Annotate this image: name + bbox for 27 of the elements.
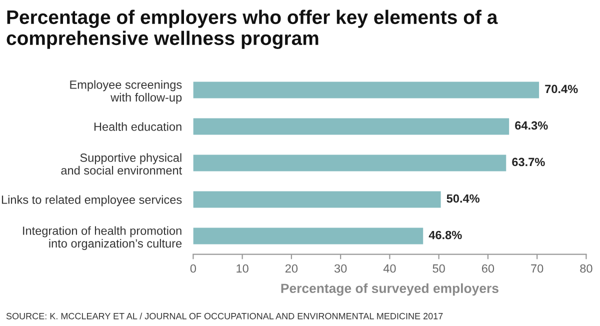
- data-label: 64.3%: [515, 121, 548, 130]
- bar: [193, 118, 510, 135]
- bar: [193, 228, 424, 244]
- x-tick-label: 10: [236, 264, 248, 273]
- data-label: 46.8%: [428, 230, 462, 240]
- y-tick-label: Integration of health promotion into organization’s culture: [23, 226, 182, 250]
- y-tick-label: Health education: [94, 122, 182, 131]
- y-tick-label: Employee screenings with follow-up: [70, 80, 182, 104]
- y-tick-label: Supportive physical and social environment: [61, 153, 182, 175]
- x-tick-label: 20: [285, 264, 298, 273]
- chart-title: Percentage of employers who offer key elements of a comprehensive wellness program: [6, 10, 498, 50]
- source-note: SOURCE: K. MCCLEARY ET AL / JOURNAL OF OCCUPATIONAL AND ENVIRONMENTAL MEDICINE 2017: [6, 312, 443, 320]
- data-label: 63.7%: [512, 158, 545, 166]
- x-tick-label: 60: [482, 264, 494, 273]
- bar: [193, 82, 540, 98]
- x-tick-label: 0: [190, 264, 196, 273]
- x-tick-label: 70: [531, 264, 544, 273]
- bar: [193, 191, 441, 208]
- x-axis-title: Percentage of surveyed employers: [281, 283, 498, 296]
- x-tick-label: 40: [383, 264, 396, 273]
- data-label: 50.4%: [446, 194, 480, 203]
- x-tick-label: 30: [334, 264, 347, 273]
- x-tick-label: 50: [432, 264, 445, 273]
- y-tick-label: Links to related employee services: [2, 195, 182, 206]
- data-label: 70.4%: [545, 84, 578, 94]
- x-tick-label: 80: [580, 264, 592, 273]
- bar: [193, 154, 506, 172]
